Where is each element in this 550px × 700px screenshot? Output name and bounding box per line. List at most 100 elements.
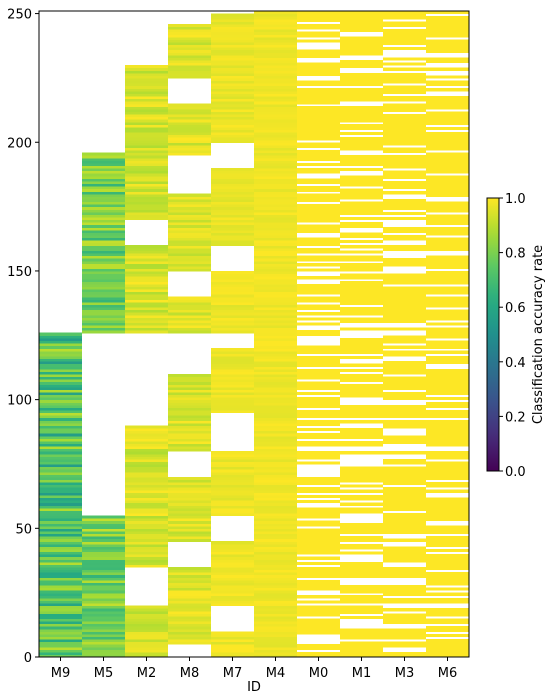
- heatmap-cell: [125, 453, 168, 457]
- heatmap-cell: [297, 152, 340, 156]
- heatmap-cell: [39, 507, 82, 511]
- heatmap-cell: [383, 62, 426, 66]
- heatmap-cell: [383, 39, 426, 43]
- heatmap-cell: [254, 515, 297, 519]
- heatmap-cell: [297, 572, 340, 576]
- heatmap-cell: [168, 615, 211, 619]
- heatmap-cell: [125, 247, 168, 251]
- heatmap-cell: [297, 31, 340, 35]
- heatmap-cell: [211, 368, 254, 372]
- heatmap-cell: [168, 443, 211, 447]
- heatmap-cell: [340, 191, 383, 195]
- heatmap-cell: [383, 103, 426, 107]
- heatmap-cell: [254, 476, 297, 481]
- heatmap-cell: [168, 299, 211, 303]
- heatmap-cell: [254, 111, 297, 115]
- heatmap-cell: [426, 564, 469, 568]
- heatmap-cell: [383, 407, 426, 411]
- heatmap-cell: [426, 579, 469, 583]
- heatmap-cell: [254, 222, 297, 226]
- heatmap-cell: [426, 597, 469, 601]
- heatmap-cell: [383, 641, 426, 645]
- heatmap-cell: [297, 512, 340, 517]
- heatmap-cell: [168, 330, 211, 334]
- heatmap-cell: [39, 641, 82, 645]
- heatmap-cell: [297, 644, 340, 648]
- heatmap-cell: [254, 21, 297, 25]
- heatmap-cell: [168, 638, 211, 643]
- heatmap-cell: [340, 142, 383, 146]
- heatmap-cell: [168, 523, 211, 527]
- heatmap-cell: [383, 345, 426, 349]
- heatmap-cell: [168, 111, 211, 115]
- heatmap-cell: [426, 106, 469, 110]
- heatmap-cell: [82, 299, 125, 303]
- heatmap-cell: [383, 201, 426, 205]
- heatmap-cell: [211, 276, 254, 280]
- heatmap-cell: [297, 453, 340, 457]
- heatmap-cell: [254, 41, 297, 46]
- heatmap-cell: [168, 435, 211, 439]
- heatmap-cell: [211, 559, 254, 563]
- heatmap-cell: [39, 466, 82, 470]
- heatmap-cell: [211, 227, 254, 231]
- heatmap-cell: [254, 644, 297, 648]
- heatmap-cell: [82, 541, 125, 545]
- heatmap-cell: [168, 402, 211, 406]
- heatmap-cell: [426, 204, 469, 208]
- heatmap-cell: [426, 83, 469, 87]
- heatmap-cell: [125, 309, 168, 313]
- heatmap-cell: [39, 628, 82, 632]
- heatmap-cell: [340, 139, 383, 143]
- heatmap-cell: [254, 288, 297, 293]
- heatmap-cell: [125, 126, 168, 130]
- heatmap-cell: [426, 425, 469, 429]
- heatmap-cell: [168, 590, 211, 594]
- heatmap-cell: [254, 327, 297, 331]
- heatmap-cell: [297, 276, 340, 280]
- heatmap-cell: [168, 566, 211, 571]
- heatmap-cell: [254, 291, 297, 295]
- heatmap-cell: [82, 224, 125, 228]
- heatmap-cell: [39, 518, 82, 522]
- heatmap-cell: [297, 240, 340, 244]
- heatmap-cell: [297, 204, 340, 208]
- heatmap-cell: [254, 348, 297, 352]
- heatmap-cell: [82, 281, 125, 285]
- heatmap-cell: [254, 556, 297, 560]
- heatmap-cell: [426, 373, 469, 378]
- heatmap-column-m5: [82, 152, 125, 658]
- heatmap-cell: [254, 536, 297, 540]
- heatmap-cell: [297, 487, 340, 491]
- heatmap-cell: [82, 322, 125, 326]
- heatmap-cell: [211, 507, 254, 511]
- heatmap-cell: [125, 541, 168, 545]
- heatmap-cell: [39, 489, 82, 493]
- heatmap-cell: [211, 191, 254, 195]
- heatmap-cell: [254, 463, 297, 468]
- heatmap-cell: [340, 59, 383, 64]
- heatmap-cell: [383, 80, 426, 84]
- heatmap-cell: [340, 108, 383, 112]
- heatmap-cell: [211, 168, 254, 172]
- heatmap-cell: [426, 386, 469, 390]
- heatmap-cell: [254, 250, 297, 254]
- heatmap-cell: [426, 39, 469, 43]
- heatmap-cell: [125, 129, 168, 133]
- heatmap-cell: [211, 510, 254, 514]
- heatmap-cell: [254, 559, 297, 563]
- heatmap-cell: [211, 186, 254, 190]
- heatmap-cell: [254, 224, 297, 228]
- heatmap-cell: [125, 70, 168, 74]
- heatmap-cell: [297, 124, 340, 128]
- heatmap-cell: [82, 559, 125, 563]
- heatmap-cell: [383, 551, 426, 555]
- heatmap-cell: [254, 618, 297, 622]
- heatmap-cell: [125, 633, 168, 638]
- x-tick-label: M8: [180, 666, 200, 681]
- heatmap-cell: [383, 587, 426, 591]
- heatmap-cell: [254, 469, 297, 473]
- heatmap-cell: [39, 651, 82, 656]
- heatmap-cell: [426, 574, 469, 578]
- heatmap-cell: [39, 515, 82, 519]
